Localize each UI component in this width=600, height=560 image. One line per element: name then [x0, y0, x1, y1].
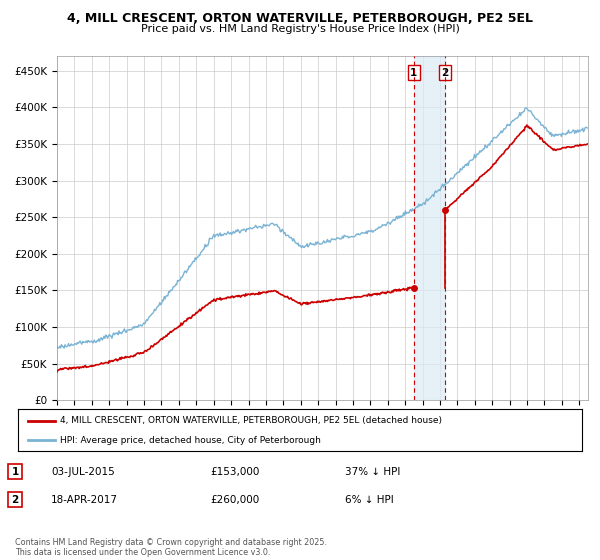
Text: £260,000: £260,000: [210, 494, 259, 505]
Text: 2: 2: [442, 68, 449, 78]
Text: 03-JUL-2015: 03-JUL-2015: [51, 466, 115, 477]
Text: 1: 1: [11, 466, 19, 477]
Bar: [414, 56, 445, 400]
Text: £153,000: £153,000: [210, 466, 259, 477]
Text: 4, MILL CRESCENT, ORTON WATERVILLE, PETERBOROUGH, PE2 5EL (detached house): 4, MILL CRESCENT, ORTON WATERVILLE, PETE…: [60, 416, 442, 425]
Text: 37% ↓ HPI: 37% ↓ HPI: [345, 466, 400, 477]
Text: 18-APR-2017: 18-APR-2017: [51, 494, 118, 505]
Text: 6% ↓ HPI: 6% ↓ HPI: [345, 494, 394, 505]
Text: 2: 2: [11, 494, 19, 505]
Text: 4, MILL CRESCENT, ORTON WATERVILLE, PETERBOROUGH, PE2 5EL: 4, MILL CRESCENT, ORTON WATERVILLE, PETE…: [67, 12, 533, 25]
Text: Price paid vs. HM Land Registry's House Price Index (HPI): Price paid vs. HM Land Registry's House …: [140, 24, 460, 34]
Text: Contains HM Land Registry data © Crown copyright and database right 2025.
This d: Contains HM Land Registry data © Crown c…: [15, 538, 327, 557]
Text: 1: 1: [410, 68, 418, 78]
Text: HPI: Average price, detached house, City of Peterborough: HPI: Average price, detached house, City…: [60, 436, 321, 445]
